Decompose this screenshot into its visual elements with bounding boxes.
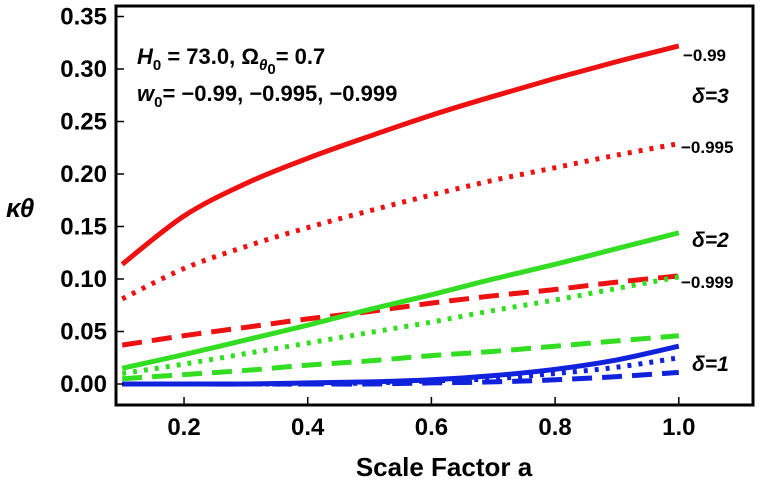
y-tick-label: 0.30 bbox=[60, 56, 107, 83]
plot-frame bbox=[114, 4, 755, 407]
series-line-delta1-dashed bbox=[122, 369, 679, 387]
x-tick-label: 0.2 bbox=[167, 414, 200, 441]
params-annotation-line2: w0= −0.99, −0.995, −0.999 bbox=[137, 81, 397, 111]
x-tick-label: 0.4 bbox=[291, 414, 325, 441]
series-line-delta3-dashed bbox=[121, 273, 680, 348]
y-tick-label: 0.25 bbox=[60, 109, 107, 136]
w0-label-0995: −0.995 bbox=[681, 138, 733, 157]
series-line-delta3-dotted bbox=[121, 141, 680, 302]
y-tick-label: 0.10 bbox=[60, 266, 107, 293]
delta1-label: δ=1 bbox=[692, 353, 729, 376]
series-line-delta2-solid bbox=[121, 230, 680, 371]
x-tick-label: 0.8 bbox=[538, 414, 571, 441]
delta2-label: δ=2 bbox=[692, 229, 729, 252]
series-line-delta3-solid bbox=[120, 43, 680, 267]
series-line-delta2-dashed bbox=[122, 333, 680, 382]
y-tick-label: 0.00 bbox=[60, 371, 107, 398]
delta3-label: δ=3 bbox=[692, 85, 729, 108]
x-tick-label: 1.0 bbox=[662, 414, 695, 441]
y-axis-title: κθ bbox=[6, 193, 34, 223]
w0-label-0999: −0.999 bbox=[681, 273, 733, 292]
x-tick-label: 0.6 bbox=[415, 414, 448, 441]
x-axis-title: Scale Factor a bbox=[356, 452, 533, 482]
params-annotation-line1: H0 = 73.0, Ωθ0= 0.7 bbox=[137, 44, 325, 78]
y-tick-label: 0.05 bbox=[60, 319, 107, 346]
y-axis: 0.00 0.05 0.10 0.15 0.20 0.25 0.30 0.35 bbox=[60, 4, 124, 398]
x-axis: 0.2 0.4 0.6 0.8 1.0 bbox=[167, 397, 695, 441]
y-tick-label: 0.20 bbox=[60, 161, 107, 188]
curves-layer bbox=[120, 43, 680, 387]
w0-label-099: −0.99 bbox=[683, 46, 726, 65]
y-tick-label: 0.35 bbox=[60, 4, 107, 31]
y-tick-label: 0.15 bbox=[60, 214, 107, 241]
